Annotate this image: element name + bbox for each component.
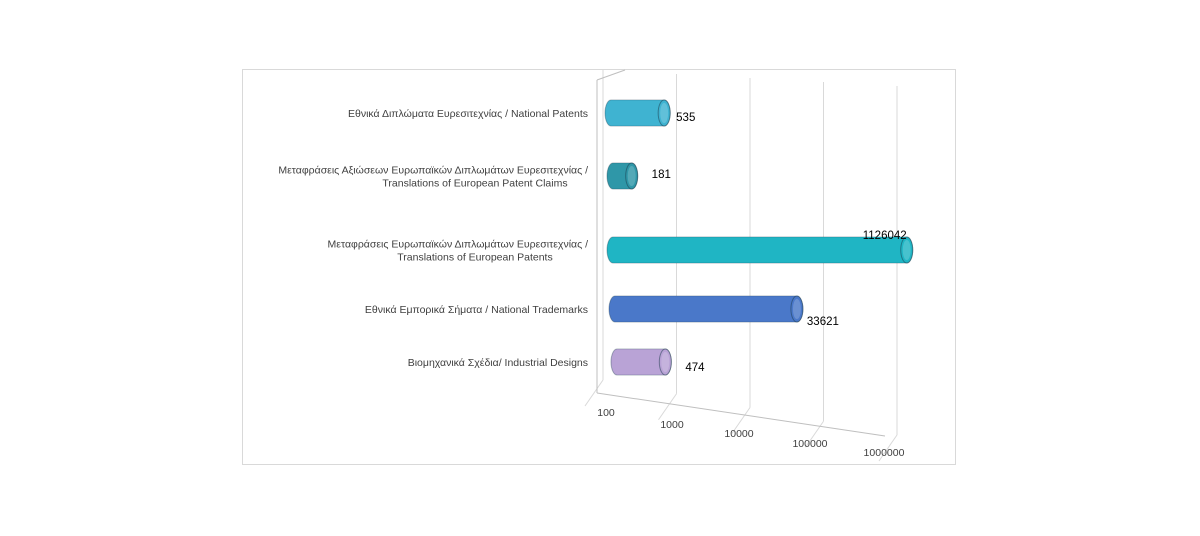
floor-edge [596,392,886,437]
bar [608,295,804,323]
bar-shading [613,237,907,263]
data-label: 1126042 [863,230,907,242]
bar [604,99,671,127]
bar-cap-highlight [627,166,636,186]
floor-gridline [584,379,604,407]
x-tick-label: 100 [597,407,615,419]
category-label: Εθνικά Εμπορικά Σήματα / National Tradem… [365,304,588,316]
category-label: Μεταφράσεις Αξιώσεων Ευρωπαϊκών Διπλωμάτ… [278,165,588,177]
x-tick-label: 1000000 [864,447,905,459]
bar [606,162,639,190]
bar-end-cap [657,99,671,127]
wall-edge [596,69,626,81]
bar-cap-highlight [792,299,801,319]
bar-shading [611,100,665,126]
bar-end-cap [900,236,914,264]
floor-gridline [658,393,677,421]
bar-cap-highlight [902,240,911,260]
bar-shading [617,349,666,375]
floor-gridline [805,420,824,448]
floor-gridline [731,407,751,434]
bar-cap-highlight [661,352,670,372]
data-label: 33621 [807,316,839,328]
bar-end-cap [658,348,672,376]
bar-end-cap [790,295,804,323]
floor-gridline [878,434,898,462]
bar [606,236,914,264]
data-label: 535 [676,112,695,124]
category-label: Translations of European Patents [397,252,552,264]
bar-shading [615,296,797,322]
bar-cap-highlight [660,103,669,123]
bar [610,348,672,376]
data-label: 474 [685,362,705,374]
x-tick-label: 100000 [792,438,827,450]
x-tick-label: 10000 [724,428,753,440]
chart-area [242,69,956,465]
bar-end-cap [625,162,639,190]
x-tick-label: 1000 [660,419,684,431]
data-label: 181 [652,169,671,181]
category-label: Εθνικά Διπλώματα Ευρεσιτεχνίας / Nationa… [348,108,588,120]
category-label: Translations of European Patent Claims [382,178,567,190]
category-label: Μεταφράσεις Ευρωπαϊκών Διπλωμάτων Ευρεσι… [328,239,589,251]
category-label: Βιομηχανικά Σχέδια/ Industrial Designs [408,357,588,369]
